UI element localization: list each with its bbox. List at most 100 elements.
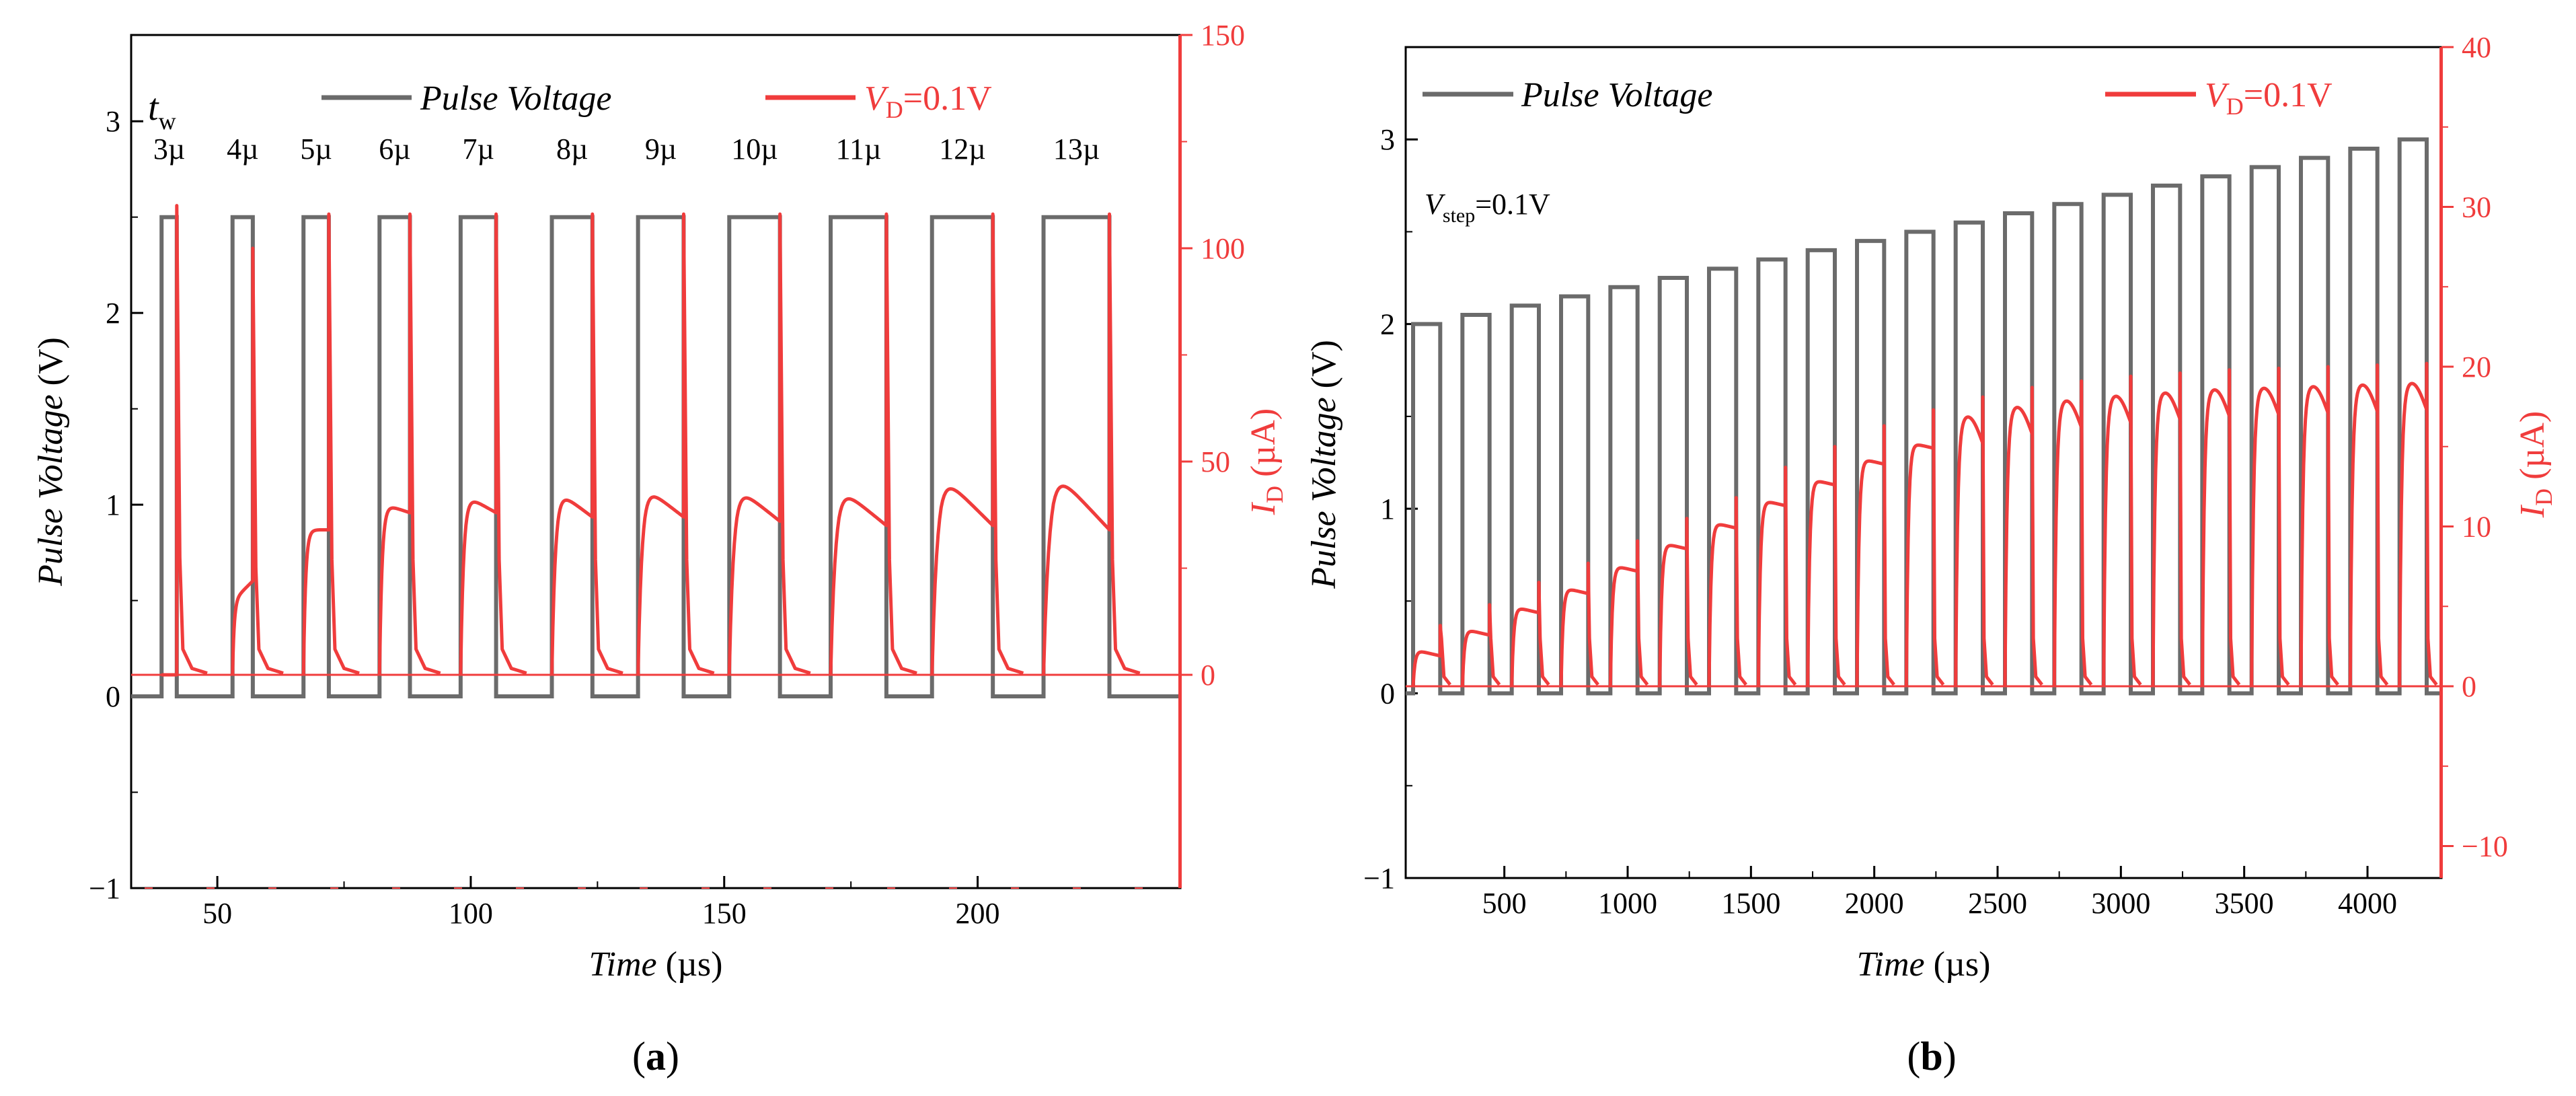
current-pulse-trace <box>377 212 441 675</box>
panel-a-legend: Pulse Voltage VD=0.1V <box>321 79 992 123</box>
current-pulse-trace <box>2299 365 2339 687</box>
y-left-tick-label: −1 <box>1363 862 1395 895</box>
x-tick-label: 100 <box>449 897 493 930</box>
pulse-width-label: 4µ <box>227 133 258 166</box>
current-pulse-trace <box>160 204 208 677</box>
y-left-tick-label: 1 <box>106 488 120 521</box>
panel-a-tw-label: tw <box>148 87 176 135</box>
current-pulse-trace <box>1608 539 1649 687</box>
x-tick-label: 3000 <box>2091 887 2150 920</box>
x-tick-label: 150 <box>702 897 747 930</box>
current-pulse-trace <box>1954 395 1994 687</box>
y-right-tick-label: 40 <box>2462 31 2491 64</box>
x-tick-label: 50 <box>202 897 232 930</box>
current-pulse-trace <box>1658 517 1698 687</box>
current-pulse-trace <box>1756 466 1797 687</box>
voltage-trace <box>131 215 1180 699</box>
panel-b-panel-label: (b) <box>1907 1034 1956 1079</box>
y-right-tick-label: 0 <box>2462 670 2476 703</box>
y-left-tick-label: 0 <box>1380 678 1395 710</box>
pulse-width-label: 10µ <box>731 133 778 166</box>
current-pulse-trace <box>2348 363 2389 687</box>
current-pulse-trace <box>1855 424 1895 687</box>
panel-a-panel-label: (a) <box>632 1034 679 1079</box>
panel-b-voltage-series <box>1406 137 2441 696</box>
pulse-width-label: 6µ <box>379 133 410 166</box>
current-pulse-trace <box>1042 212 1141 675</box>
y-right-tick-label: 30 <box>2462 191 2491 224</box>
x-tick-label: 2000 <box>1845 887 1904 920</box>
legend-current-label: VD=0.1V <box>864 79 992 123</box>
current-pulse-trace <box>2250 366 2290 687</box>
x-tick-label: 1000 <box>1598 887 1657 920</box>
current-pulse-trace <box>636 212 715 675</box>
voltage-trace <box>1406 137 2441 696</box>
pulse-width-label: 12µ <box>939 133 985 166</box>
x-tick-label: 4000 <box>2338 887 2397 920</box>
current-pulse-trace <box>1510 581 1550 687</box>
y-right-tick-label: 10 <box>2462 511 2491 544</box>
current-pulse-trace <box>301 212 360 675</box>
y-left-tick-label: 3 <box>1380 123 1395 156</box>
pulse-width-label: 5µ <box>300 133 332 166</box>
pulse-width-label: 8µ <box>556 133 588 166</box>
current-pulse-trace <box>1411 624 1451 687</box>
current-pulse-trace <box>1806 445 1846 687</box>
panel-a: 50 100 150 200 −1 0 1 2 3 0 50 100 150 3µ 4µ 5µ 6µ 7µ 8µ 9… <box>32 19 1288 1079</box>
panel-b-right-axis <box>2439 47 2443 878</box>
legend-voltage-label: Pulse Voltage <box>1521 76 1713 114</box>
y-right-tick-label: 20 <box>2462 351 2491 383</box>
panel-b-y-right-label: ID (µA) <box>2513 411 2557 518</box>
current-pulse-trace <box>1460 603 1501 687</box>
current-pulse-trace <box>2052 379 2093 687</box>
panel-b: 500 1000 1500 2000 2500 3000 3500 4000−10123−10… <box>1305 31 2557 1079</box>
y-right-tick-label: −10 <box>2462 830 2508 863</box>
panel-b-y-left-label: Pulse Voltage (V) <box>1305 340 1343 589</box>
legend-current-label: VD=0.1V <box>2205 76 2333 120</box>
current-pulse-trace <box>2398 361 2438 687</box>
current-pulse-trace <box>550 212 623 675</box>
x-tick-label: 2500 <box>1968 887 2027 920</box>
y-left-tick-label: 2 <box>106 297 120 330</box>
x-tick-label: 1500 <box>1721 887 1780 920</box>
panel-a-ticks: 50 100 150 200 −1 0 1 2 3 0 50 100 150 <box>89 19 1245 930</box>
y-right-tick-label: 50 <box>1201 445 1230 478</box>
pulse-width-label: 9µ <box>645 133 677 166</box>
panel-b-current-series <box>1406 361 2441 688</box>
panel-a-right-axis <box>1178 35 1182 888</box>
current-pulse-trace <box>829 212 917 675</box>
panel-a-voltage-series <box>131 215 1180 699</box>
panel-b-legend: Pulse Voltage VD=0.1V <box>1423 76 2333 120</box>
pulse-width-label: 3µ <box>153 133 185 166</box>
panel-a-y-right-label: ID (µA) <box>1244 408 1288 515</box>
y-left-tick-label: 2 <box>1380 308 1395 341</box>
y-left-tick-label: 3 <box>106 105 120 138</box>
x-tick-label: 500 <box>1482 887 1527 920</box>
current-pulse-trace <box>2200 368 2241 687</box>
current-pulse-trace <box>1904 408 1945 687</box>
y-right-tick-label: 0 <box>1201 659 1215 692</box>
pulse-width-label: 7µ <box>463 133 494 166</box>
panel-a-current-series <box>131 204 1180 889</box>
panel-a-y-left-label: Pulse Voltage (V) <box>32 337 70 587</box>
current-pulse-trace <box>1559 561 1599 687</box>
current-pulse-trace <box>231 246 284 675</box>
panel-a-pulse-width-labels: 3µ 4µ 5µ 6µ 7µ 8µ 9µ 10µ 11µ 12µ 13µ <box>153 133 1100 166</box>
panel-a-x-label: Time (µs) <box>589 945 723 984</box>
y-left-tick-label: −1 <box>89 872 120 905</box>
pulse-width-label: 11µ <box>836 133 882 166</box>
pulse-width-label: 13µ <box>1053 133 1100 166</box>
x-tick-label: 200 <box>956 897 1000 930</box>
legend-voltage-label: Pulse Voltage <box>420 79 612 118</box>
panel-b-x-label: Time (µs) <box>1857 945 1991 984</box>
current-pulse-trace <box>727 212 811 675</box>
current-pulse-trace <box>1707 496 1747 687</box>
panel-b-ticks: 500 1000 1500 2000 2500 3000 3500 4000−10123−10… <box>1363 31 2508 920</box>
y-right-tick-label: 150 <box>1201 19 1245 52</box>
current-pulse-trace <box>459 212 527 675</box>
panel-b-vstep-label: Vstep=0.1V <box>1425 188 1550 227</box>
current-pulse-trace <box>930 212 1024 675</box>
y-left-tick-label: 0 <box>106 680 120 713</box>
current-pulse-trace <box>2151 371 2191 687</box>
